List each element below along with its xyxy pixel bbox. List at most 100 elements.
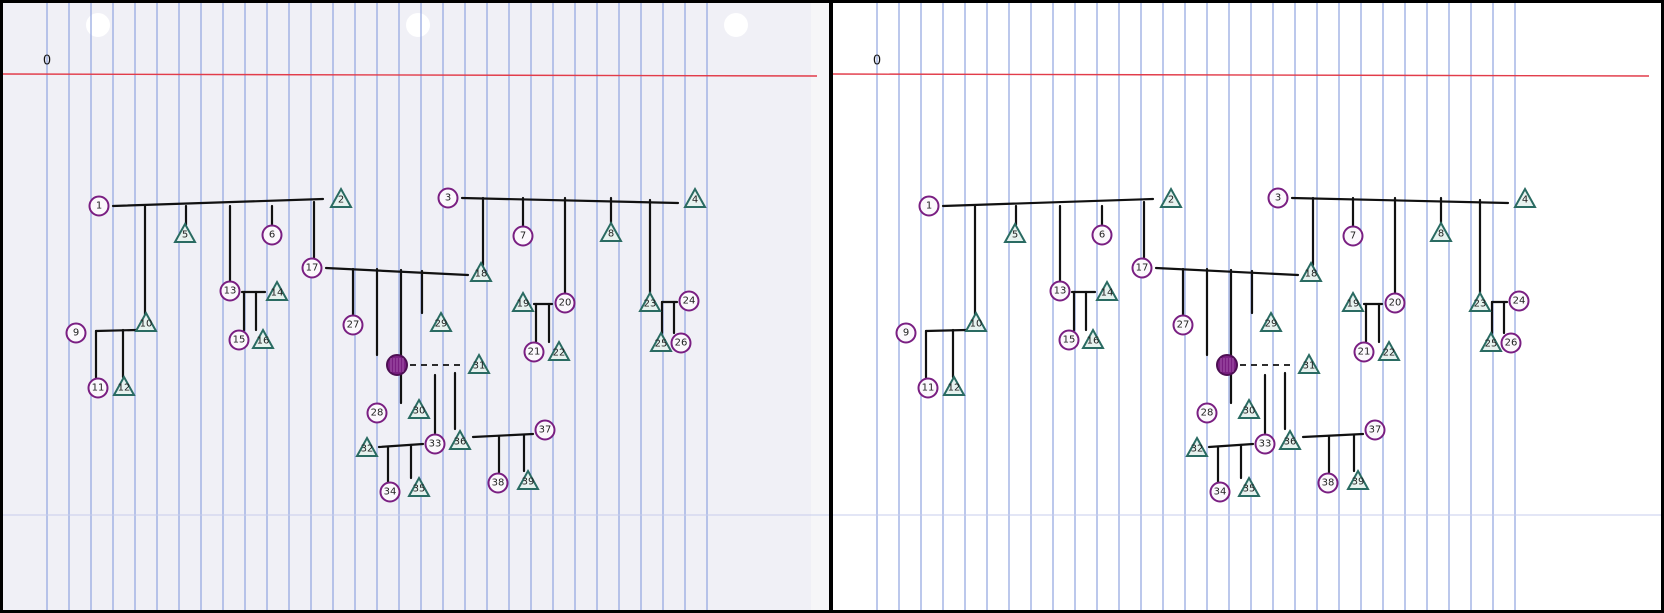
individual-label: 4 xyxy=(692,195,698,206)
individual-9: 9 xyxy=(895,322,917,344)
individual-22: 22 xyxy=(1377,339,1401,361)
female-symbol xyxy=(437,187,459,209)
individual-label: 9 xyxy=(73,328,79,339)
individual-35: 35 xyxy=(407,475,431,497)
male-symbol xyxy=(467,352,491,374)
female-symbol xyxy=(1091,224,1113,246)
individual-label: 8 xyxy=(1438,229,1444,240)
male-symbol xyxy=(1159,186,1183,208)
individual-label: 25 xyxy=(655,339,668,350)
individual-4: 4 xyxy=(683,186,707,208)
individual-label: 7 xyxy=(520,231,526,242)
female-symbol xyxy=(1317,472,1339,494)
individual-label: 14 xyxy=(271,288,284,299)
individual-label: 28 xyxy=(371,408,384,419)
panel-scanned-page: 0 1 2 3 4 5 6 7 8 9 10 11 12 13 14 15 16 17 18 19 20 21 22 23 24… xyxy=(3,3,829,610)
male-symbol xyxy=(942,374,966,396)
male-symbol xyxy=(516,468,540,490)
female-symbol xyxy=(87,377,109,399)
male-symbol xyxy=(1095,279,1119,301)
individual-label: 33 xyxy=(1259,439,1272,450)
female-symbol xyxy=(670,332,692,354)
pedigree-line xyxy=(471,432,535,439)
individual-label: 13 xyxy=(1054,286,1067,297)
individual-label: 5 xyxy=(182,230,188,241)
individual-label: 11 xyxy=(922,383,935,394)
individual-label: 6 xyxy=(269,230,275,241)
male-symbol xyxy=(1346,468,1370,490)
individual-14: 14 xyxy=(265,279,289,301)
individual-label: 9 xyxy=(903,328,909,339)
individual-23: 23 xyxy=(638,290,662,312)
individual-label: 16 xyxy=(1087,336,1100,347)
female-symbol xyxy=(366,402,388,424)
individual-label: 23 xyxy=(1474,299,1487,310)
female-symbol xyxy=(1131,257,1153,279)
individual-17: 17 xyxy=(301,257,323,279)
individual-label: 34 xyxy=(384,487,397,498)
individual-20: 20 xyxy=(1384,292,1406,314)
individual-label: 1 xyxy=(96,201,102,212)
individual-5: 5 xyxy=(1003,221,1027,243)
female-symbol xyxy=(534,419,556,441)
male-symbol xyxy=(964,310,988,332)
pedigree-lines xyxy=(924,196,1510,484)
female-symbol xyxy=(424,433,446,455)
individual-17: 17 xyxy=(1131,257,1153,279)
individual-label: 20 xyxy=(1389,298,1402,309)
individual-label: 19 xyxy=(1347,299,1360,310)
individual-label: 15 xyxy=(1063,335,1076,346)
individual-32: 32 xyxy=(1185,435,1209,457)
female-symbol xyxy=(1196,402,1218,424)
individual-5: 5 xyxy=(173,221,197,243)
female-symbol xyxy=(1254,433,1276,455)
individual-37: 37 xyxy=(534,419,556,441)
individual-7: 7 xyxy=(1342,225,1364,247)
individual-label: 27 xyxy=(347,320,360,331)
female-symbol xyxy=(301,257,323,279)
individual-label: 15 xyxy=(233,335,246,346)
individual-26: 26 xyxy=(1500,332,1522,354)
individual-16: 16 xyxy=(1081,327,1105,349)
individual-label: 33 xyxy=(429,439,442,450)
individual-15: 15 xyxy=(228,329,250,351)
individual-15: 15 xyxy=(1058,329,1080,351)
female-symbol xyxy=(228,329,250,351)
individual-12: 12 xyxy=(112,374,136,396)
individual-label: 18 xyxy=(1305,269,1318,280)
individual-37: 37 xyxy=(1364,419,1386,441)
male-symbol xyxy=(1259,310,1283,332)
individual-label: 34 xyxy=(1214,487,1227,498)
female-symbol xyxy=(917,377,939,399)
individual-label: 38 xyxy=(1322,478,1335,489)
individual-label: 35 xyxy=(1243,484,1256,495)
individual-3: 3 xyxy=(437,187,459,209)
individual-13: 13 xyxy=(1049,280,1071,302)
female-symbol xyxy=(1172,314,1194,336)
male-symbol xyxy=(1278,428,1302,450)
male-symbol xyxy=(112,374,136,396)
individual-35: 35 xyxy=(1237,475,1261,497)
individual-10: 10 xyxy=(134,310,158,332)
female-symbol xyxy=(918,195,940,217)
individual-27: 27 xyxy=(1172,314,1194,336)
male-symbol xyxy=(1479,330,1503,352)
individual-19: 19 xyxy=(1341,290,1365,312)
pedigree-line xyxy=(460,196,680,205)
individual-label: 3 xyxy=(1275,193,1281,204)
female-symbol xyxy=(1353,341,1375,363)
individual-label: 31 xyxy=(1303,361,1316,372)
individual-label: 4 xyxy=(1522,195,1528,206)
individual-label: 17 xyxy=(306,263,319,274)
individual-label: 22 xyxy=(1383,348,1396,359)
individual-13: 13 xyxy=(219,280,241,302)
individual-label: 10 xyxy=(140,319,153,330)
male-symbol xyxy=(1468,290,1492,312)
male-symbol xyxy=(1003,221,1027,243)
individual-label: 29 xyxy=(435,319,448,330)
male-symbol xyxy=(1513,186,1537,208)
individual-34: 34 xyxy=(1209,481,1231,503)
